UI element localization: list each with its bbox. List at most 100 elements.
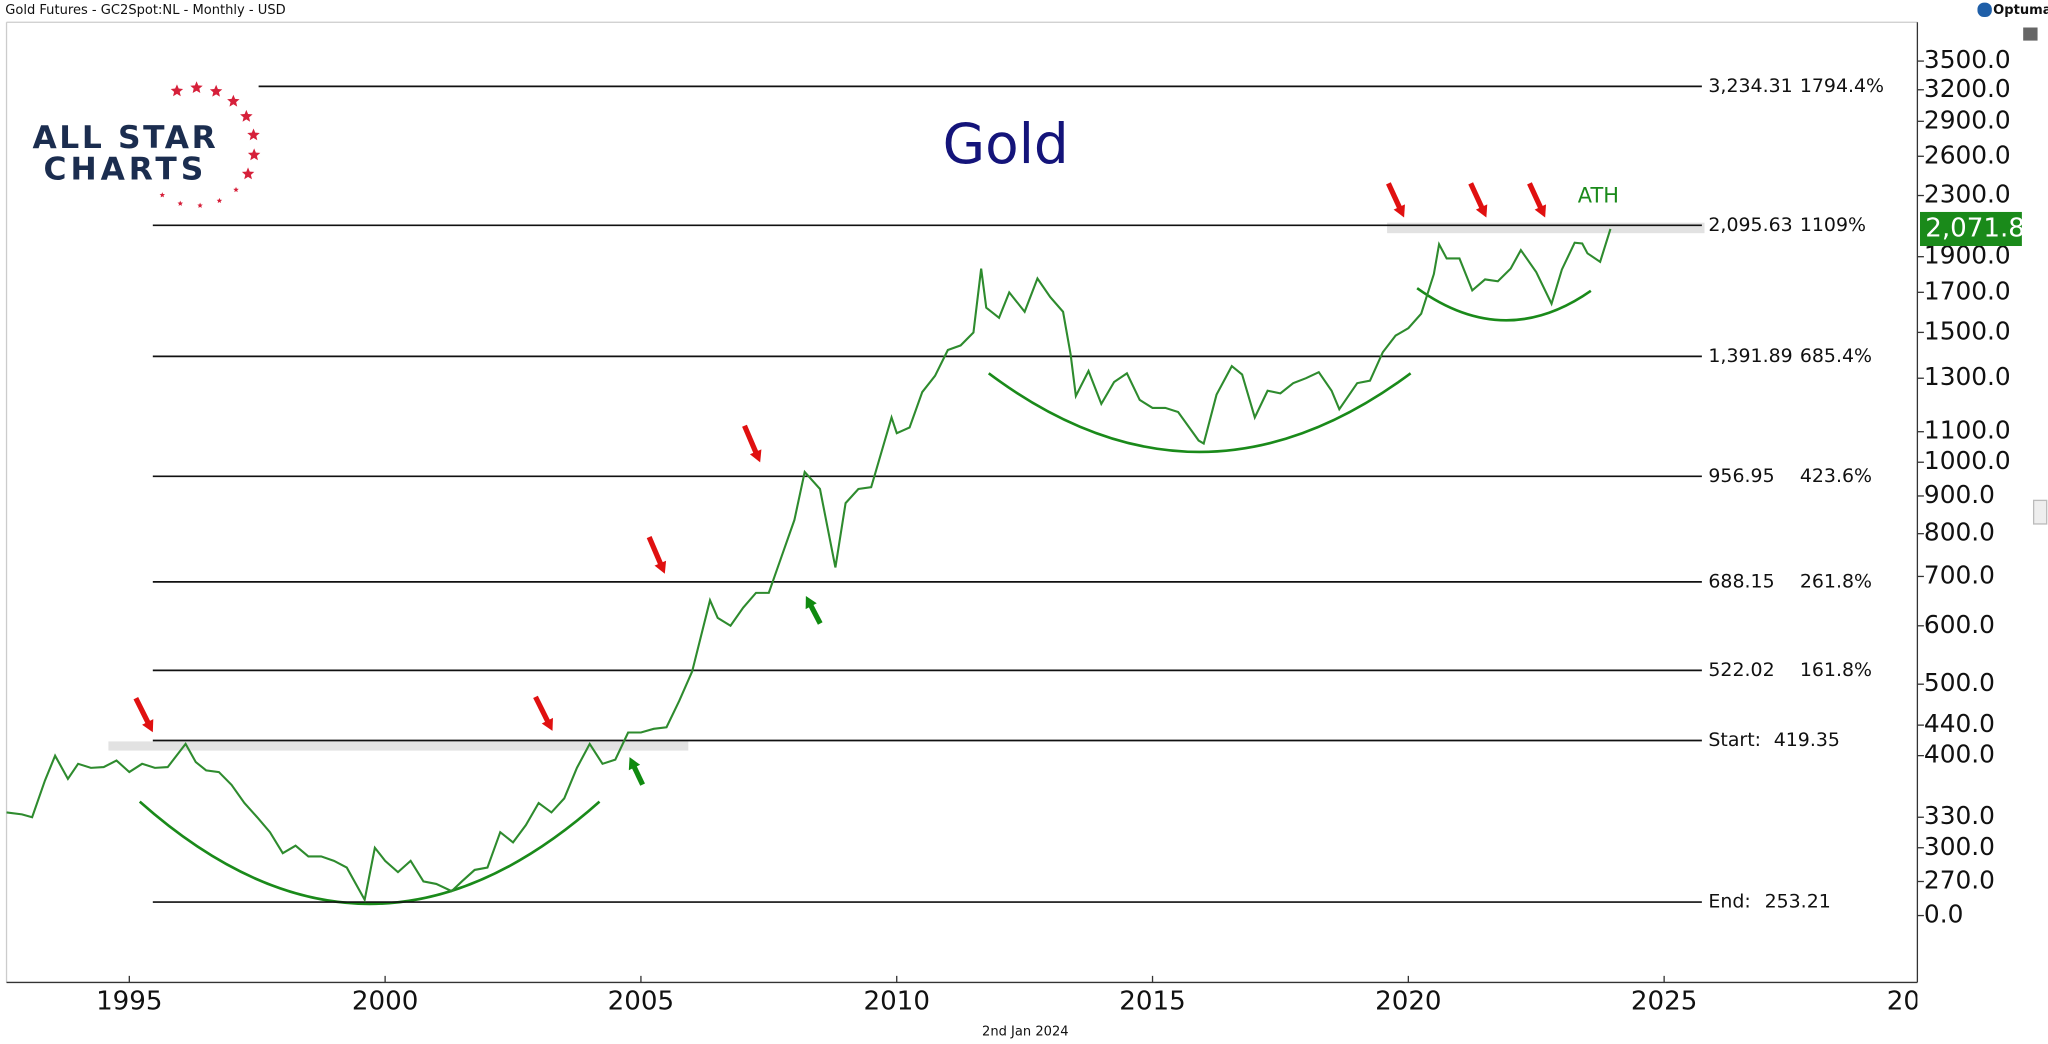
y-tick-label: 0.0 <box>1924 900 1963 929</box>
fib-ratio-label: 685.4% <box>1800 345 1872 367</box>
fib-level-label: 1,391.89 <box>1708 345 1792 367</box>
logo-star <box>170 84 184 97</box>
y-tick-label: 300.0 <box>1924 832 1995 861</box>
y-tick-label: 2600.0 <box>1924 140 2011 169</box>
fib-level-label: 522.02 <box>1708 659 1774 681</box>
chart-title: Gold <box>943 112 1069 176</box>
fib-level-label: 3,234.31 <box>1708 75 1792 97</box>
logo-star <box>233 186 239 193</box>
y-tick-label: 500.0 <box>1924 668 1995 697</box>
y-tick-label: 600.0 <box>1924 610 1995 639</box>
logo-text: CHARTS <box>44 151 208 187</box>
base-arc <box>987 372 1412 454</box>
resistance-band <box>1387 222 1705 234</box>
logo-star <box>241 167 255 180</box>
arrow-head <box>805 596 817 610</box>
logo-star <box>159 192 165 198</box>
arrow-shaft <box>742 424 760 457</box>
logo-text: ALL STAR <box>32 120 218 156</box>
footer-date: 2nd Jan 2024 <box>982 1025 1069 1040</box>
arrow-head <box>654 560 667 574</box>
y-tick-label: 400.0 <box>1924 740 1995 769</box>
fib-ratio-label: 1109% <box>1800 214 1866 236</box>
brand-icon <box>1977 2 1992 18</box>
arrow-head <box>142 719 154 733</box>
y-tick-label: 1300.0 <box>1924 362 2011 391</box>
annotation: ATH <box>1578 183 1619 207</box>
arrow-shaft <box>807 601 823 625</box>
logo-star <box>227 94 240 107</box>
fib-level-label: 956.95 <box>1708 465 1774 487</box>
logo-star <box>177 200 183 206</box>
y-tick-label: 1100.0 <box>1924 416 2011 445</box>
fib-level-label: 688.15 <box>1708 570 1774 592</box>
arrow-head <box>1393 204 1405 218</box>
fib-level-name: Start: <box>1708 729 1761 751</box>
base-arc <box>1416 287 1592 322</box>
last-price-box <box>1920 211 2022 247</box>
fib-ratio-label: 423.6% <box>1800 465 1872 487</box>
lock-icon <box>2023 27 2038 41</box>
arrow-shaft <box>646 536 665 568</box>
y-tick-label: 270.0 <box>1924 865 1995 894</box>
arrow-shaft <box>1527 182 1545 212</box>
y-tick-label: 1700.0 <box>1924 276 2011 305</box>
arrow-shaft <box>133 697 152 727</box>
arrow-head <box>541 717 553 731</box>
y-tick-label: 800.0 <box>1924 518 1995 547</box>
y-tick-label: 3200.0 <box>1924 74 2011 103</box>
price-line <box>6 228 1612 903</box>
logo-star <box>190 81 203 94</box>
fib-ratio-label: 161.8% <box>1800 659 1872 681</box>
y-tick-label: 3500.0 <box>1924 45 2011 74</box>
logo-stars <box>159 81 261 208</box>
x-tick-label: 2005 <box>608 987 674 1017</box>
logo-star <box>247 128 260 141</box>
logo-star <box>216 197 223 204</box>
y-tick-label: 1500.0 <box>1924 316 2011 345</box>
arrow-shaft <box>533 695 552 726</box>
y-tick-label: 1000.0 <box>1924 446 2011 475</box>
y-tick-label: 700.0 <box>1924 560 1995 589</box>
logo-star <box>197 202 203 208</box>
side-tab[interactable] <box>2032 499 2048 525</box>
base-arc <box>138 800 601 906</box>
y-tick-label: 440.0 <box>1924 709 1995 738</box>
fib-level-name: End: <box>1708 891 1750 913</box>
arrow-head <box>749 449 762 463</box>
fib-level-label: 2,095.63 <box>1708 214 1792 236</box>
arrows <box>133 182 1547 786</box>
x-tick-label: 2010 <box>863 987 929 1017</box>
last-price-label: 2,071.8 <box>1925 213 2025 243</box>
fib-level-label: 419.35 <box>1774 729 1840 751</box>
y-tick-label: 900.0 <box>1924 480 1995 509</box>
logo-star <box>209 84 223 97</box>
arrow-shaft <box>1386 182 1404 212</box>
brand: Optuma <box>1993 3 2048 18</box>
arrow-head <box>1475 204 1488 218</box>
fib-ratio-label: 1794.4% <box>1800 75 1884 97</box>
resistance-band <box>108 741 689 751</box>
logo-star <box>247 148 261 161</box>
x-tick-label: 2015 <box>1119 987 1185 1017</box>
x-ticks: 1995 2000 2005 2010 2015 2020 2025 2030 <box>96 975 1953 1017</box>
arrow-head <box>628 757 641 771</box>
x-tick-label: 2000 <box>352 987 418 1017</box>
y-tick-label: 330.0 <box>1924 801 1995 830</box>
patterns <box>138 287 1592 906</box>
x-tick-label: 2025 <box>1631 987 1697 1017</box>
fib-level-label: 253.21 <box>1765 891 1831 913</box>
arrow-shaft <box>1468 182 1486 212</box>
y-tick-label: 2900.0 <box>1924 105 2011 134</box>
x-tick-label: 2030 <box>1887 987 1953 1017</box>
fib-ratio-label: 261.8% <box>1800 570 1872 592</box>
y-tick-label: 2300.0 <box>1924 179 2011 208</box>
x-tick-label: 1995 <box>96 987 162 1017</box>
x-tick-label: 2020 <box>1375 987 1441 1017</box>
arrow-shaft <box>630 763 645 786</box>
header-title: Gold Futures - GC2Spot:NL - Monthly - US… <box>5 3 285 18</box>
logo-star <box>240 109 253 122</box>
